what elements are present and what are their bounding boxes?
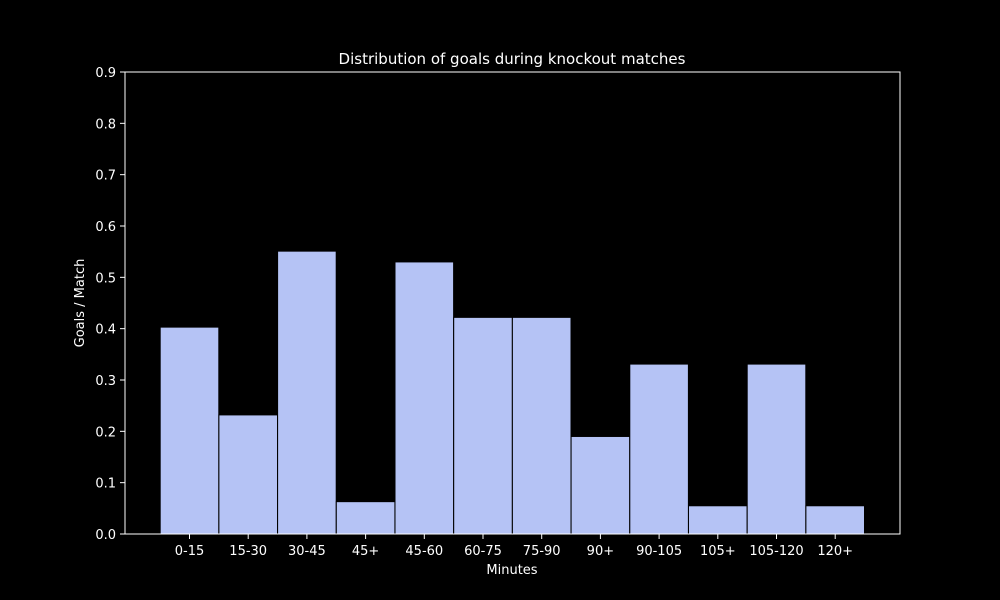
bar-75-90: [511, 316, 572, 535]
x-tick-label: 90+: [587, 544, 614, 559]
bar-105+: [688, 505, 748, 535]
x-tick-label: 75-90: [523, 544, 561, 559]
bar-45-60: [394, 261, 455, 535]
y-tick-label: 0.7: [95, 169, 116, 184]
x-tick-label: 0-15: [175, 544, 205, 559]
bar-90-105: [629, 363, 689, 535]
bar-15-30: [218, 414, 278, 535]
x-tick-label: 15-30: [229, 544, 267, 559]
x-tick-label: 90-105: [636, 544, 682, 559]
x-axis: 0-15 15-30 30-45 45+ 45-60 60-75 75-90 90+ 90-10…: [175, 534, 853, 559]
y-tick-label: 0.1: [95, 477, 116, 492]
x-axis-label: Minutes: [486, 563, 537, 578]
y-tick-label: 0.4: [95, 323, 116, 338]
x-tick-label: 45-60: [405, 544, 443, 559]
x-tick-label: 60-75: [464, 544, 502, 559]
bar-45+: [335, 501, 396, 535]
bars-group: [159, 250, 866, 535]
y-tick-label: 0.3: [95, 374, 116, 389]
x-tick-label: 120+: [817, 544, 853, 559]
x-tick-label: 30-45: [288, 544, 326, 559]
x-tick-label: 105-120: [749, 544, 803, 559]
y-axis-label: Goals / Match: [73, 259, 88, 348]
bar-90+: [570, 435, 631, 535]
y-tick-label: 0.5: [95, 271, 116, 286]
bar-30-45: [277, 250, 337, 535]
y-tick-label: 0.0: [95, 528, 116, 543]
x-tick-label: 105+: [700, 544, 736, 559]
chart-title: Distribution of goals during knockout ma…: [339, 50, 686, 68]
bar-120+: [805, 505, 866, 535]
bar-60-75: [453, 316, 513, 535]
y-tick-label: 0.8: [95, 117, 116, 132]
x-tick-label: 45+: [352, 544, 379, 559]
plot-frame: [124, 71, 901, 535]
y-tick-label: 0.6: [95, 220, 116, 235]
y-tick-label: 0.2: [95, 425, 116, 440]
y-axis: 0.0 0.1 0.2 0.3 0.4 0.5 0.6 0.7 0.8 0.9: [95, 66, 125, 543]
bar-105-120: [746, 363, 807, 535]
bar-0-15: [159, 326, 220, 535]
y-tick-label: 0.9: [95, 66, 116, 81]
